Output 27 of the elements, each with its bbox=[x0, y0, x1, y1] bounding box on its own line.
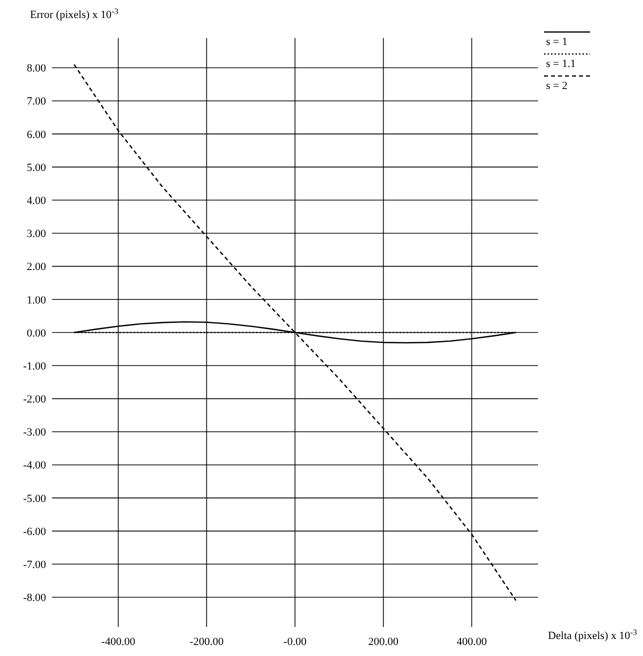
y-tick-label: 2.00 bbox=[26, 261, 46, 274]
x-tick-label: -0.00 bbox=[284, 636, 307, 648]
legend-label: s = 2 bbox=[546, 80, 568, 92]
y-tick-label: 7.00 bbox=[26, 96, 46, 108]
y-tick-label: -4.00 bbox=[23, 460, 46, 472]
y-tick-label: 6.00 bbox=[26, 128, 46, 141]
y-tick-label: 1.00 bbox=[26, 294, 46, 306]
x-tick-label: -200.00 bbox=[190, 636, 224, 648]
y-tick-label: -3.00 bbox=[23, 426, 46, 439]
y-tick-label: 4.00 bbox=[26, 194, 46, 207]
y-tick-label: -7.00 bbox=[23, 558, 46, 571]
y-tick-label: -8.00 bbox=[23, 592, 46, 604]
legend-label: s = 1.1 bbox=[546, 58, 576, 70]
y-tick-label: 3.00 bbox=[26, 228, 46, 240]
y-tick-label: 0.00 bbox=[26, 327, 46, 340]
y-tick-label: -6.00 bbox=[23, 526, 46, 538]
x-axis-title: Delta (pixels) x 10$^{-3}$ bbox=[548, 628, 637, 642]
y-tick-label: 5.00 bbox=[26, 162, 46, 174]
x-tick-label: 200.00 bbox=[368, 636, 399, 648]
legend-label: s = 1 bbox=[546, 36, 568, 48]
x-tick-label: -400.00 bbox=[101, 636, 136, 648]
y-tick-label: -2.00 bbox=[23, 394, 46, 406]
y-axis-title: Error (pixels) x 10$^{-3}$ bbox=[30, 6, 118, 21]
y-tick-label: -1.00 bbox=[23, 360, 46, 372]
x-tick-label: 400.00 bbox=[456, 636, 488, 648]
y-tick-label: 8.00 bbox=[26, 62, 46, 75]
y-tick-label: -5.00 bbox=[23, 492, 46, 505]
